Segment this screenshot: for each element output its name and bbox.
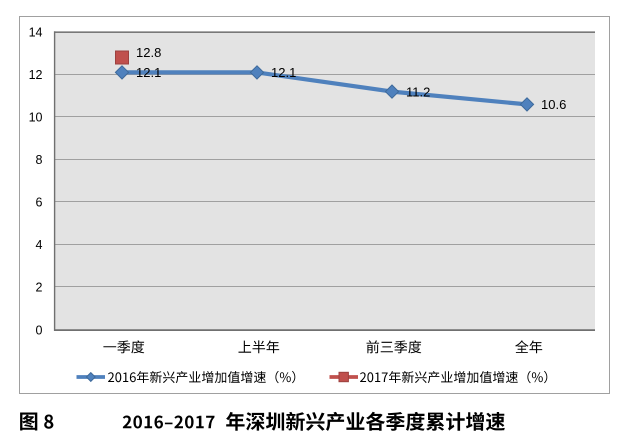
svg-text:10.6: 10.6	[541, 97, 566, 112]
svg-text:12: 12	[29, 68, 43, 82]
svg-text:12.8: 12.8	[136, 45, 161, 60]
svg-text:6: 6	[36, 196, 43, 210]
svg-text:10: 10	[29, 110, 43, 124]
svg-text:2: 2	[36, 281, 43, 295]
svg-text:8: 8	[36, 153, 43, 167]
svg-text:14: 14	[29, 25, 43, 39]
svg-text:12.1: 12.1	[136, 65, 161, 80]
svg-text:11.2: 11.2	[406, 84, 430, 99]
svg-text:12.1: 12.1	[271, 65, 296, 80]
svg-text:0: 0	[36, 323, 43, 337]
svg-text:4: 4	[36, 238, 43, 252]
